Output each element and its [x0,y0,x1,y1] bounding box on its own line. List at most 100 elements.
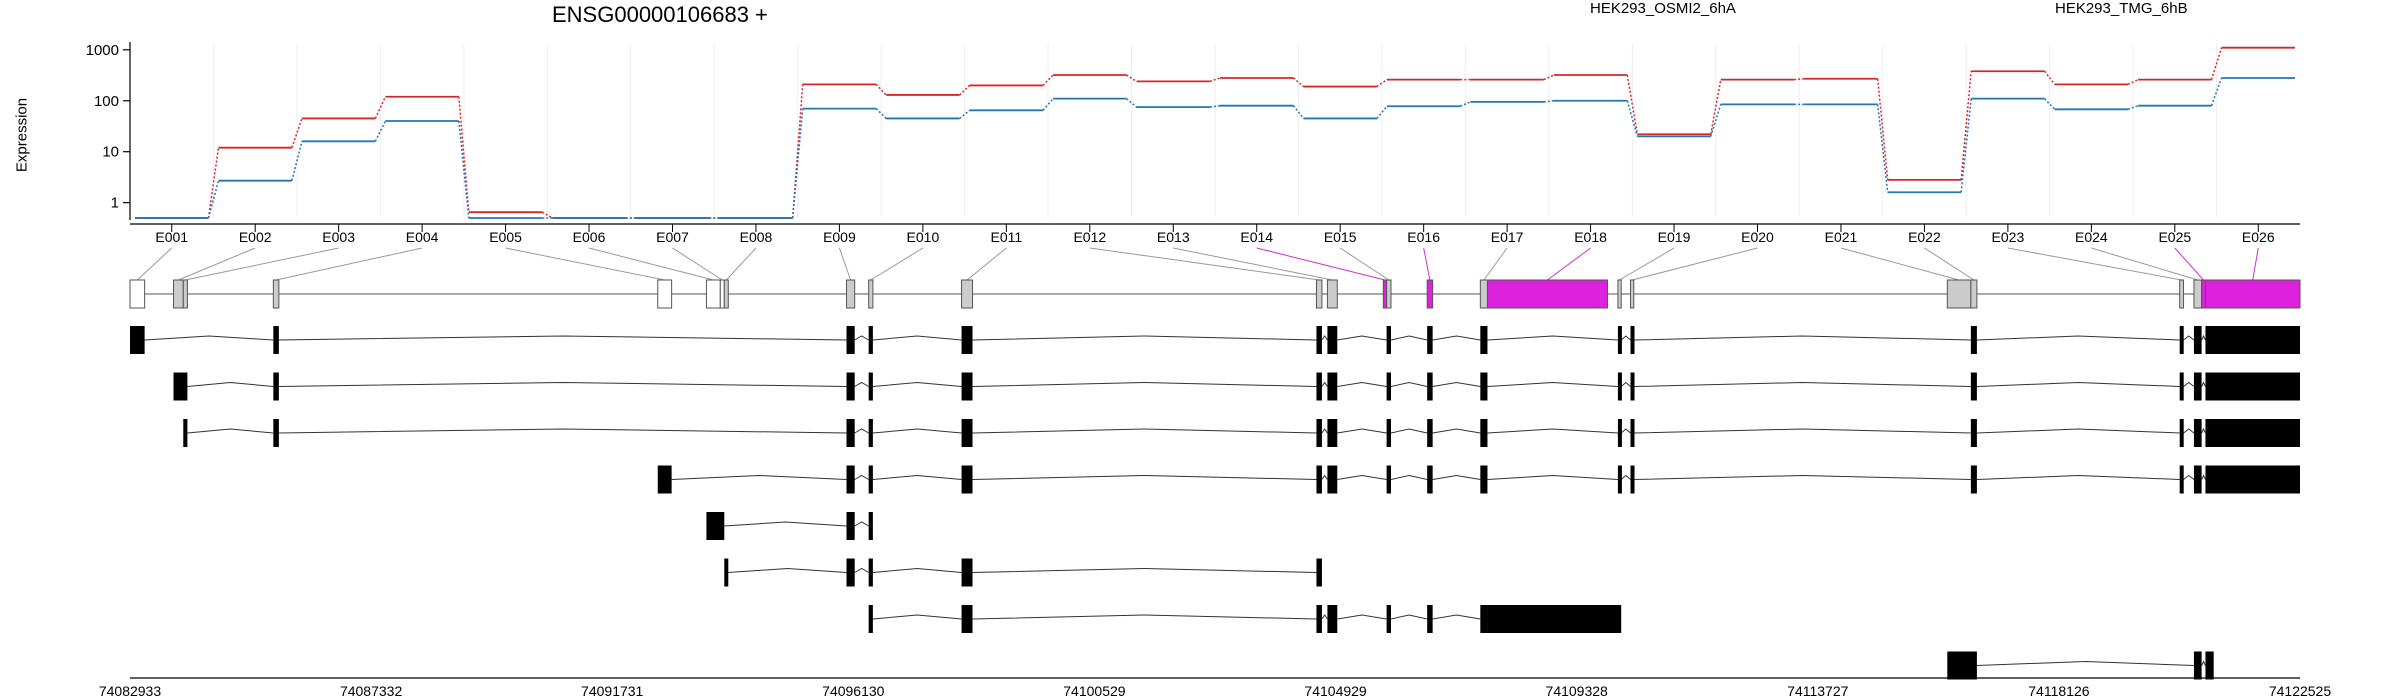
intron-line [872,614,962,620]
exon-connector [1339,247,1390,281]
transcript-exon [2205,651,2214,680]
transcript-exon [2179,465,2184,494]
exon-label: E024 [2075,229,2108,245]
exon-label: E021 [1825,229,1858,245]
exon-label: E002 [239,229,272,245]
intron-line [854,335,869,341]
genomic-tick-label: 74082933 [99,683,162,699]
transcript-exon [1487,605,1622,633]
transcript-exon [868,372,873,401]
genomic-tick-label: 74113727 [1787,683,1848,699]
intron-line [278,381,847,387]
intron-line [1976,474,2180,480]
genomic-tick-label: 74118126 [2028,683,2089,699]
intron-line [1620,474,1631,480]
transcript-exon [961,558,973,587]
exon-label: E008 [740,229,773,245]
exon-connector [1547,247,1591,281]
exon-box [272,279,280,309]
intron-line [1432,428,1481,434]
exon-connector [672,247,723,281]
exon-box [2201,279,2206,309]
exon-connector [2007,247,2182,281]
series-connector [2127,104,2139,110]
intron-line [278,335,847,341]
transcript-exon [273,326,279,354]
intron-line [1390,428,1428,434]
transcript-7 [868,605,1622,633]
series-connector [2210,77,2223,106]
intron-line [187,428,274,434]
intron-line [1337,381,1387,387]
exon-box [129,279,146,309]
transcript-exon [1970,419,1977,447]
series-connector [1042,98,1054,111]
exon-box [868,279,874,309]
transcript-exon [1316,326,1322,354]
transcript-3 [183,419,2300,447]
exon-box [1617,279,1622,309]
series-connector [1460,101,1471,107]
intron-line [872,335,962,341]
series-connector [291,118,303,148]
intron-line [1321,335,1328,341]
transcript-exon [1617,372,1622,401]
intron-line [187,381,274,387]
intron-line [972,614,1317,620]
intron-line [724,521,847,527]
exon-connector [136,247,173,281]
exon-connector [185,247,339,281]
transcript-exon [1630,465,1635,494]
series-2 [135,77,2295,219]
transcript-exon [1480,326,1488,354]
series-connector [2210,47,2223,80]
exon-label: E014 [1240,229,1273,245]
intron-line [1321,428,1328,434]
intron-line [872,381,962,387]
exon-connector [1924,247,1975,281]
transcript-exon [1630,326,1635,354]
transcript-exon [868,419,873,447]
exon-box [1630,279,1635,309]
exon-connector [1840,247,1960,281]
exon-connector [505,247,665,281]
intron-line [2183,474,2195,480]
series-connector [1710,79,1722,135]
transcript-exon [273,372,279,401]
series-connector [207,180,220,219]
exon-box [182,279,188,309]
transcript-exon [1427,419,1433,447]
series-connector [2127,78,2139,86]
exon-connector [2091,247,2198,281]
transcript-exon [846,326,855,354]
exon-label: E010 [907,229,940,245]
series-connector [1209,77,1221,83]
intron-line [2201,660,2206,666]
exon-connector [966,247,1007,281]
intron-line [854,567,869,573]
exon-label: E016 [1407,229,1440,245]
exon-label: E019 [1658,229,1691,245]
exon-box [2179,279,2185,309]
exon-box [1479,279,1488,309]
intron-line [1633,428,1971,434]
transcript-exon [961,372,973,401]
series-connector [875,83,887,96]
transcript-exon [1316,558,1322,587]
intron-line [1432,474,1481,480]
series-connector [1543,74,1555,81]
intron-line [1633,474,1971,480]
exon-label: E004 [406,229,439,245]
intron-line [1976,660,2194,666]
exon-box [1315,279,1323,309]
transcript-exon [1947,651,1977,680]
transcript-exon [1480,372,1488,401]
transcript-exon [1427,465,1433,494]
intron-line [1321,381,1328,387]
exon-label: E023 [1992,229,2025,245]
transcript-exon [1386,465,1391,494]
series-connector [1543,100,1554,103]
intron-line [278,428,847,434]
intron-line [1487,474,1618,480]
